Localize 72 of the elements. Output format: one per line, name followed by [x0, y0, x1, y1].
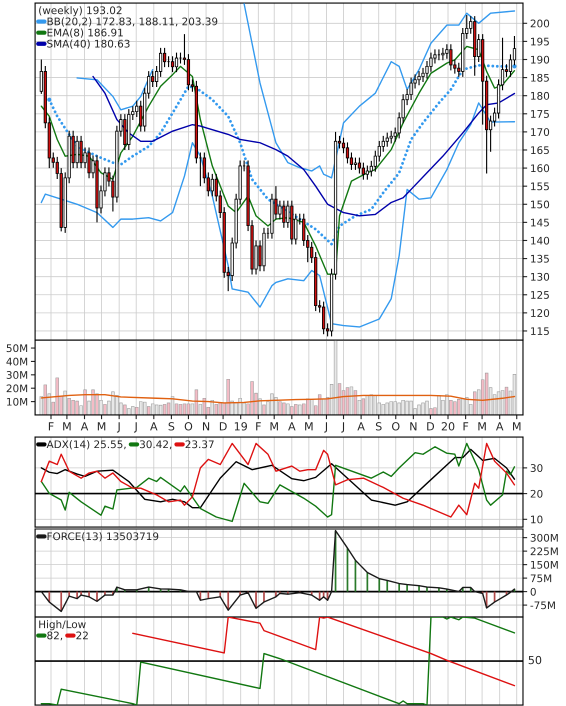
- y-tick-label: 150M: [531, 560, 558, 569]
- y-tick-label: 135: [531, 254, 549, 263]
- y-tick-label: 160: [531, 164, 550, 172]
- legend-title: High/Low: [39, 620, 86, 630]
- x-tick-label: F: [256, 422, 261, 430]
- y-tick-label: 185: [531, 74, 549, 82]
- legend-label: 30.42,: [140, 440, 172, 450]
- y-tick-label: 120: [531, 309, 550, 317]
- x-tick-label: D: [220, 422, 227, 430]
- legend-label: ADX(14) 25.55,: [46, 440, 126, 450]
- y-tick-label: 150: [531, 200, 550, 208]
- y-tick-label: 30M: [6, 371, 28, 379]
- legend-title: (weekly) 193.02: [39, 6, 122, 16]
- x-tick-label: A: [150, 422, 158, 430]
- x-tick-label: D: [427, 422, 434, 430]
- x-tick-label: S: [168, 422, 174, 431]
- x-tick-label: J: [341, 422, 344, 433]
- y-tick-label: 180: [531, 92, 550, 100]
- y-tick-label: -75M: [530, 601, 555, 610]
- y-tick-label: 40M: [6, 358, 28, 366]
- y-tick-label: 155: [531, 182, 549, 190]
- y-tick-label: 190: [531, 56, 550, 64]
- y-tick-label: 165: [531, 146, 549, 154]
- y-tick-label: 140: [531, 236, 550, 245]
- y-tick-label: 0: [530, 588, 536, 596]
- y-tick-label: 175: [531, 110, 549, 118]
- y-tick-label: 20: [530, 490, 542, 498]
- legend-label: 23.37: [186, 440, 214, 448]
- x-tick-label: A: [80, 422, 88, 430]
- x-tick-label: M: [478, 422, 486, 430]
- x-tick-label: M: [63, 422, 71, 430]
- x-tick-label: M: [305, 422, 313, 430]
- x-tick-label: A: [496, 422, 504, 430]
- y-tick-label: 30: [530, 464, 542, 472]
- x-tick-label: M: [270, 422, 278, 430]
- y-tick-label: 145: [531, 218, 549, 226]
- x-tick-label: 20: [442, 422, 454, 431]
- x-tick-label: N: [202, 422, 210, 430]
- x-tick-label: F: [464, 422, 468, 430]
- x-tick-label: M: [98, 422, 106, 430]
- x-tick-label: J: [134, 422, 137, 433]
- legend-label: SMA(40) 180.63: [47, 40, 130, 49]
- x-tick-label: A: [288, 422, 296, 430]
- y-tick-label: 200: [530, 20, 550, 28]
- y-tick-label: 130: [531, 272, 550, 281]
- y-tick-label: 10: [531, 516, 542, 524]
- x-tick-label: J: [324, 422, 328, 433]
- legend-label: 22: [76, 631, 88, 640]
- x-tick-label: A: [357, 422, 365, 430]
- ref-line-label: 50: [528, 656, 542, 664]
- y-tick-label: 195: [531, 38, 549, 46]
- x-tick-label: J: [116, 422, 120, 433]
- y-tick-label: 225M: [530, 547, 558, 556]
- legend-label: FORCE(13) 13503719: [48, 532, 158, 542]
- y-tick-label: 170: [531, 128, 550, 136]
- legend-label: 82,: [47, 631, 62, 640]
- legend-label: EMA(8) 186.91: [48, 28, 123, 38]
- y-tick-label: 115: [531, 327, 549, 336]
- y-tick-label: 50M: [6, 344, 28, 352]
- y-tick-label: 20M: [6, 384, 28, 392]
- x-tick-label: O: [392, 422, 400, 431]
- x-tick-label: 19: [234, 422, 247, 431]
- x-tick-label: F: [48, 422, 54, 430]
- y-tick-label: 75M: [530, 574, 552, 582]
- y-tick-label: 125: [531, 290, 549, 299]
- x-tick-label: O: [184, 422, 192, 431]
- y-tick-label: 300M: [530, 534, 558, 542]
- y-tick-label: 10M: [7, 398, 28, 406]
- x-tick-label: M: [513, 422, 520, 430]
- legend-label: BB(20,2) 172.83, 188.11, 203.39: [48, 17, 218, 27]
- x-tick-label: N: [410, 422, 416, 430]
- x-tick-label: S: [376, 422, 382, 431]
